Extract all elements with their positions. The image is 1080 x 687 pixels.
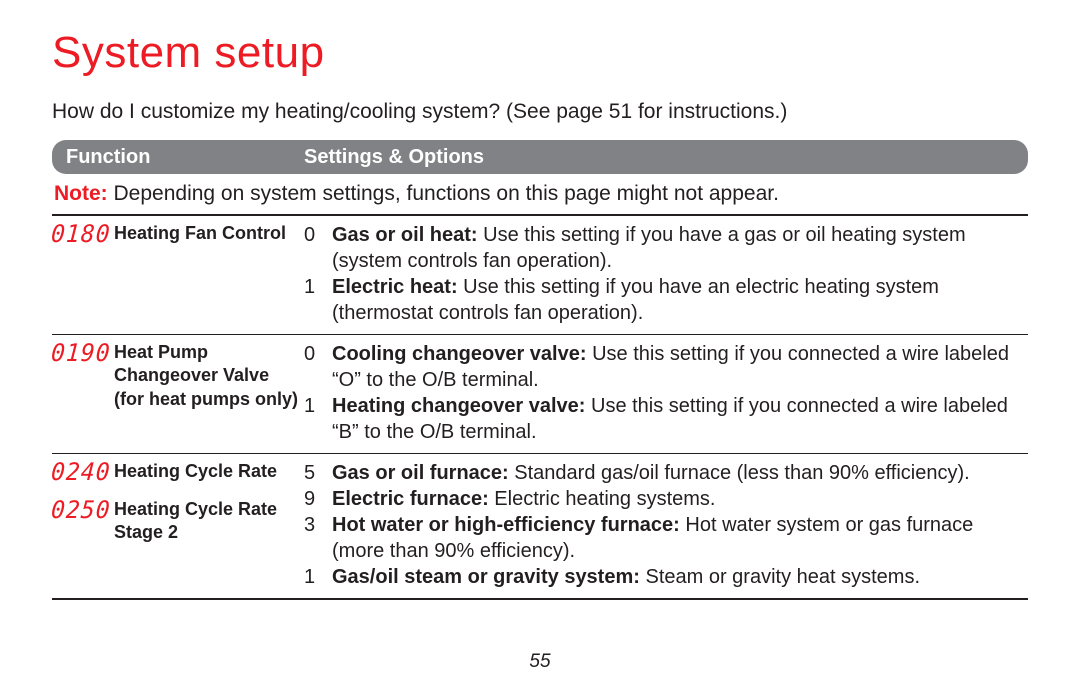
header-settings: Settings & Options — [304, 146, 484, 169]
option-term: Electric heat: — [332, 276, 458, 298]
option-text: Hot water or high-efficiency furnace: Ho… — [332, 512, 1028, 564]
option-term: Cooling changeover valve: — [332, 343, 587, 365]
function-code: 0190 — [50, 341, 104, 366]
function-item: 0190 Heat Pump Changeover Valve (for heat… — [52, 341, 298, 411]
option-term: Gas/oil steam or gravity system: — [332, 566, 640, 588]
option-rest: Standard gas/oil furnace (less than 90% … — [509, 462, 970, 484]
function-code: 0180 — [50, 222, 104, 247]
table-header-bar: Function Settings & Options — [52, 140, 1028, 174]
option-number: 9 — [304, 486, 318, 512]
function-item: 0240 Heating Cycle Rate — [52, 460, 298, 484]
option-line: 0 Gas or oil heat: Use this setting if yo… — [304, 222, 1028, 274]
option-rest: Steam or gravity heat systems. — [640, 566, 920, 588]
option-line: 9 Electric furnace: Electric heating syst… — [304, 486, 1028, 512]
option-number: 0 — [304, 222, 318, 248]
option-line: 1 Heating changeover valve: Use this sett… — [304, 393, 1028, 445]
function-name: Heat Pump Changeover Valve (for heat pum… — [114, 341, 298, 411]
option-term: Heating changeover valve: — [332, 395, 585, 417]
option-number: 1 — [304, 393, 318, 419]
option-term: Hot water or high-efficiency furnace: — [332, 514, 680, 536]
option-text: Gas/oil steam or gravity system: Steam o… — [332, 564, 1028, 590]
note-line: Note: Depending on system settings, func… — [52, 182, 1028, 206]
option-term: Gas or oil heat: — [332, 224, 478, 246]
options-column: 5 Gas or oil furnace: Standard gas/oil fu… — [304, 460, 1028, 590]
function-code: 0240 — [50, 460, 104, 485]
note-text: Depending on system settings, functions … — [108, 182, 779, 205]
table-row: 0180 Heating Fan Control 0 Gas or oil heat:… — [52, 216, 1028, 335]
option-term: Electric furnace: — [332, 488, 489, 510]
function-item: 0180 Heating Fan Control — [52, 222, 298, 246]
option-term: Gas or oil furnace: — [332, 462, 509, 484]
function-column: 0240 Heating Cycle Rate 0250 Heating Cycle … — [52, 460, 304, 590]
page-title: System setup — [52, 28, 1028, 78]
function-column: 0180 Heating Fan Control — [52, 222, 304, 326]
function-name: Heating Cycle Rate Stage 2 — [114, 498, 298, 545]
option-number: 5 — [304, 460, 318, 486]
page-number: 55 — [0, 651, 1080, 673]
option-rest: Electric heating systems. — [489, 488, 716, 510]
function-item: 0250 Heating Cycle Rate Stage 2 — [52, 498, 298, 545]
option-line: 5 Gas or oil furnace: Standard gas/oil fu… — [304, 460, 1028, 486]
function-name: Heating Cycle Rate — [114, 460, 277, 483]
table-row: 0240 Heating Cycle Rate 0250 Heating Cycle … — [52, 454, 1028, 600]
option-text: Electric furnace: Electric heating syste… — [332, 486, 1028, 512]
option-text: Heating changeover valve: Use this setti… — [332, 393, 1028, 445]
function-column: 0190 Heat Pump Changeover Valve (for heat… — [52, 341, 304, 445]
note-label: Note: — [54, 182, 108, 205]
option-number: 1 — [304, 274, 318, 300]
function-name: Heating Fan Control — [114, 222, 286, 245]
options-column: 0 Cooling changeover valve: Use this sett… — [304, 341, 1028, 445]
option-text: Cooling changeover valve: Use this setti… — [332, 341, 1028, 393]
option-line: 1 Electric heat: Use this setting if you … — [304, 274, 1028, 326]
table-row: 0190 Heat Pump Changeover Valve (for heat… — [52, 335, 1028, 454]
function-code: 0250 — [50, 498, 104, 523]
option-line: 3 Hot water or high-efficiency furnace: H… — [304, 512, 1028, 564]
option-text: Electric heat: Use this setting if you h… — [332, 274, 1028, 326]
intro-text: How do I customize my heating/cooling sy… — [52, 100, 1028, 124]
option-number: 0 — [304, 341, 318, 367]
option-text: Gas or oil heat: Use this setting if you… — [332, 222, 1028, 274]
option-line: 1 Gas/oil steam or gravity system: Steam … — [304, 564, 1028, 590]
option-number: 1 — [304, 564, 318, 590]
header-function: Function — [66, 146, 304, 169]
options-column: 0 Gas or oil heat: Use this setting if yo… — [304, 222, 1028, 326]
option-number: 3 — [304, 512, 318, 538]
option-text: Gas or oil furnace: Standard gas/oil fur… — [332, 460, 1028, 486]
option-line: 0 Cooling changeover valve: Use this sett… — [304, 341, 1028, 393]
